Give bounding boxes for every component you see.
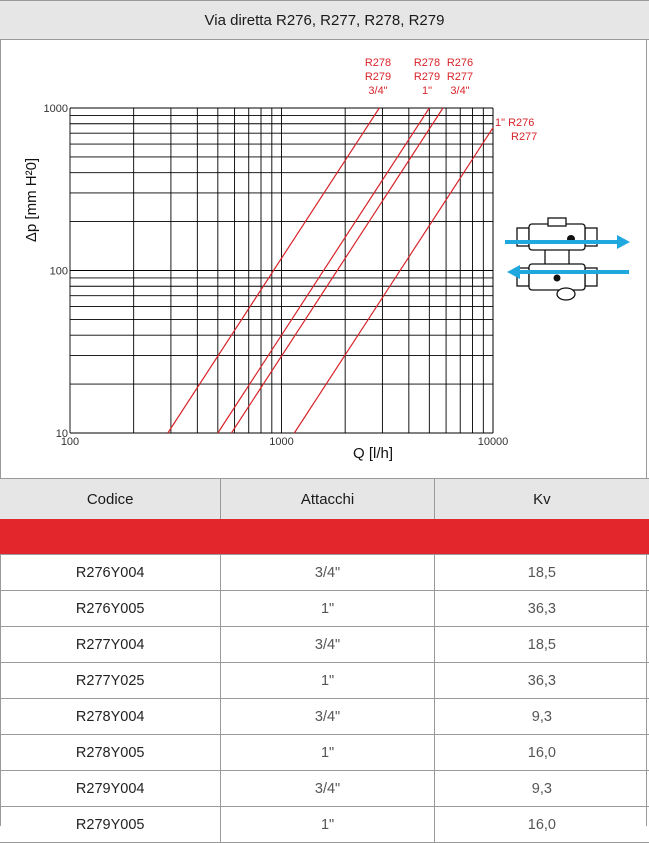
- valve-upper-body: [528, 223, 586, 251]
- table-row: R277Y025 1" 36,3: [0, 662, 649, 699]
- y-tick-label: 100: [50, 266, 68, 278]
- table-row: R279Y005 1" 16,0: [0, 806, 649, 843]
- series-label: 1": [422, 85, 432, 97]
- header-codice: Codice: [0, 478, 222, 519]
- series-label: R276: [447, 57, 473, 69]
- series-line: [217, 107, 430, 434]
- cell-codice: R277Y004: [0, 626, 222, 663]
- series-line: [293, 127, 494, 434]
- cell-codice: R278Y004: [0, 698, 222, 735]
- cell-codice: R279Y005: [0, 806, 222, 843]
- series-label: R278: [365, 57, 391, 69]
- series-label: R278: [414, 57, 440, 69]
- series-line: [167, 107, 380, 434]
- cell-attacchi: 3/4": [220, 626, 435, 663]
- cell-attacchi: 1": [220, 734, 435, 771]
- cell-codice: R276Y004: [0, 554, 222, 591]
- cell-kv: 18,5: [434, 554, 649, 591]
- cell-kv: 36,3: [434, 590, 649, 627]
- cell-kv: 16,0: [434, 734, 649, 771]
- x-tick-label: 10000: [478, 436, 509, 448]
- cell-codice: R278Y005: [0, 734, 222, 771]
- y-axis-label: Δp [mm H²0]: [23, 158, 40, 242]
- cell-attacchi: 3/4": [220, 698, 435, 735]
- valve-lower-knob: [553, 274, 561, 282]
- table-header-row: Codice Attacchi Kv: [0, 478, 649, 519]
- series-label: R279: [365, 71, 391, 83]
- title-text: Via diretta R276, R277, R278, R279: [204, 11, 445, 29]
- cell-attacchi: 3/4": [220, 770, 435, 807]
- page-title: Via diretta R276, R277, R278, R279: [0, 0, 649, 40]
- product-table: Codice Attacchi Kv R276Y004 3/4" 18,5 R276Y…: [0, 478, 649, 843]
- series-label: 1" R276: [495, 117, 534, 129]
- header-kv: Kv: [434, 478, 649, 519]
- table-row: R276Y004 3/4" 18,5: [0, 554, 649, 591]
- x-tick-label: 100: [61, 436, 79, 448]
- series-line: [230, 107, 444, 434]
- table-row: R279Y004 3/4" 9,3: [0, 770, 649, 807]
- series-label: R279: [414, 71, 440, 83]
- series-label: R277: [447, 71, 473, 83]
- cell-attacchi: 1": [220, 806, 435, 843]
- series-label: 3/4": [450, 85, 469, 97]
- table-row: R276Y005 1" 36,3: [0, 590, 649, 627]
- valve-diagram-icon: [505, 217, 630, 301]
- header-attacchi: Attacchi: [220, 478, 435, 519]
- valve-lower-handle: [556, 287, 576, 301]
- cell-kv: 36,3: [434, 662, 649, 699]
- cell-codice: R277Y025: [0, 662, 222, 699]
- cell-kv: 18,5: [434, 626, 649, 663]
- chart-grid: [69, 107, 494, 434]
- flow-arrowhead-left: [507, 265, 520, 279]
- series-label: R277: [511, 131, 537, 143]
- y-tick-label: 10: [56, 428, 68, 440]
- table-row: R278Y004 3/4" 9,3: [0, 698, 649, 735]
- cell-kv: 9,3: [434, 698, 649, 735]
- cell-attacchi: 1": [220, 662, 435, 699]
- valve-upper-cap: [547, 217, 567, 227]
- cell-kv: 16,0: [434, 806, 649, 843]
- cell-codice: R276Y005: [0, 590, 222, 627]
- page-frame: [0, 0, 647, 826]
- table-row: R278Y005 1" 16,0: [0, 734, 649, 771]
- cell-attacchi: 1": [220, 590, 435, 627]
- y-tick-label: 1000: [44, 103, 68, 115]
- flow-arrowhead-right: [617, 235, 630, 249]
- table-row: R277Y004 3/4" 18,5: [0, 626, 649, 663]
- x-axis-label: Q [l/h]: [353, 445, 393, 462]
- chart-series: [167, 107, 494, 434]
- cell-kv: 9,3: [434, 770, 649, 807]
- cell-attacchi: 3/4": [220, 554, 435, 591]
- cell-codice: R279Y004: [0, 770, 222, 807]
- series-label: 3/4": [368, 85, 387, 97]
- red-separator: [0, 519, 649, 555]
- x-tick-label: 1000: [269, 436, 293, 448]
